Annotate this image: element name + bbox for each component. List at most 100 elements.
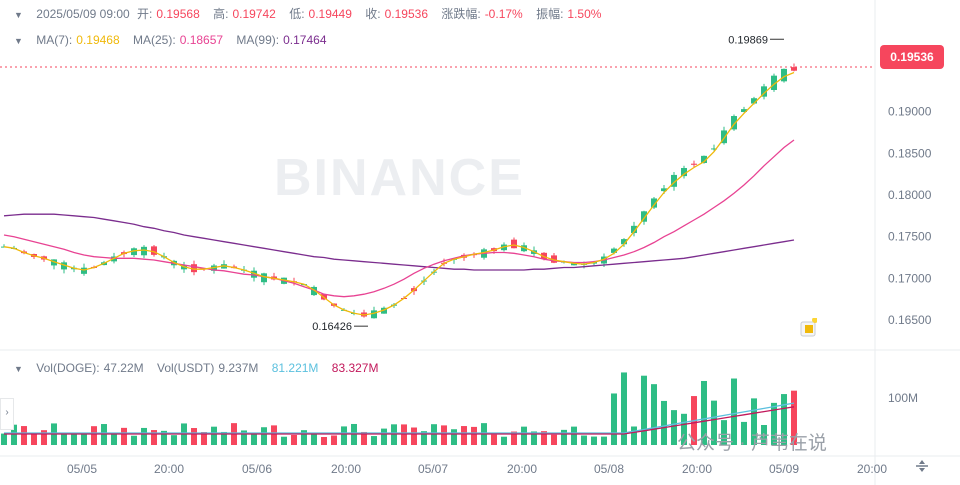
volume-bar bbox=[201, 431, 207, 445]
volume-bar bbox=[491, 434, 497, 445]
volume-bar bbox=[721, 420, 727, 445]
ma25-line bbox=[3, 139, 795, 298]
ma7-line bbox=[3, 71, 795, 316]
candle-body bbox=[791, 67, 797, 71]
vol-doge-value: 47.22M bbox=[103, 361, 144, 375]
volume-bar bbox=[191, 428, 197, 445]
volume-bar bbox=[211, 426, 217, 445]
candle-body bbox=[521, 245, 527, 252]
candle-body bbox=[251, 270, 257, 278]
volume-bar bbox=[501, 436, 507, 445]
vol-ma-a-value: 81.221M bbox=[271, 361, 319, 375]
volume-bar bbox=[81, 433, 87, 445]
price-axis-label: 0.18000 bbox=[888, 188, 932, 202]
time-axis-label: 05/08 bbox=[594, 462, 624, 476]
change-label: 涨跌幅: bbox=[441, 7, 481, 21]
volume-bar bbox=[331, 435, 337, 445]
volume-bar bbox=[581, 435, 587, 445]
price-axis-label: 0.16500 bbox=[888, 313, 932, 327]
volume-bar bbox=[651, 384, 657, 445]
calendar-icon[interactable] bbox=[799, 318, 817, 338]
ma25-value: 0.18657 bbox=[179, 33, 224, 47]
expand-left-button[interactable]: › bbox=[0, 398, 14, 430]
volume-bar bbox=[381, 428, 387, 445]
volume-bar bbox=[341, 426, 347, 445]
volume-bar bbox=[321, 436, 327, 445]
volume-bar bbox=[281, 436, 287, 445]
volume-bar bbox=[241, 430, 247, 445]
candle-body bbox=[661, 188, 667, 192]
candle-body bbox=[511, 239, 517, 249]
ohlc-header: ▼ 2025/05/09 09:00 开: 0.19568 高: 0.19742 低… bbox=[14, 5, 611, 22]
volume-bar bbox=[1, 433, 7, 445]
volume-bar bbox=[611, 393, 617, 445]
volume-bar bbox=[571, 426, 577, 445]
time-axis-label: 20:00 bbox=[331, 462, 361, 476]
volume-bar bbox=[401, 424, 407, 445]
candle-body bbox=[721, 130, 727, 144]
time-axis-label: 05/05 bbox=[67, 462, 97, 476]
volume-bar bbox=[531, 431, 537, 445]
ma25-label: MA(25): bbox=[133, 33, 176, 47]
volume-ma-line bbox=[4, 406, 795, 435]
chevron-down-icon[interactable]: ▼ bbox=[14, 10, 23, 20]
volume-bar bbox=[111, 433, 117, 445]
candle-body bbox=[781, 68, 787, 82]
chevron-down-icon[interactable]: ▼ bbox=[14, 36, 23, 46]
volume-bar bbox=[141, 427, 147, 445]
ma99-line bbox=[3, 213, 795, 271]
volume-bar bbox=[591, 436, 597, 445]
volume-bar bbox=[631, 426, 637, 445]
candle-body bbox=[151, 246, 157, 255]
reset-zoom-icon[interactable] bbox=[914, 458, 930, 474]
low-value: 0.19449 bbox=[308, 7, 352, 21]
volume-bar bbox=[601, 436, 607, 445]
candle-date: 2025/05/09 09:00 bbox=[36, 7, 130, 21]
candle-body bbox=[631, 225, 637, 234]
open-value: 0.19568 bbox=[156, 7, 200, 21]
volume-bar bbox=[711, 400, 717, 445]
candle-body bbox=[751, 98, 757, 104]
ma99-label: MA(99): bbox=[236, 33, 280, 47]
candle-body bbox=[711, 148, 717, 150]
volume-bar bbox=[411, 427, 417, 445]
volume-bar bbox=[161, 430, 167, 445]
vol-ma-b-value: 83.327M bbox=[331, 361, 379, 375]
volume-bar bbox=[681, 413, 687, 445]
open-label: 开: bbox=[137, 7, 153, 21]
candle-body bbox=[621, 239, 627, 245]
volume-bar bbox=[41, 430, 47, 445]
candle-body bbox=[611, 248, 617, 253]
time-axis-label: 05/09 bbox=[769, 462, 799, 476]
volume-bar bbox=[791, 390, 797, 445]
ma7-value: 0.19468 bbox=[76, 33, 120, 47]
volume-bar bbox=[441, 425, 447, 445]
time-axis-label: 05/06 bbox=[242, 462, 272, 476]
candle-body bbox=[771, 75, 777, 90]
time-axis-label: 20:00 bbox=[507, 462, 537, 476]
volume-bar bbox=[21, 426, 27, 445]
current-price-tag: 0.19536 bbox=[880, 45, 944, 69]
credit-text: 公众号 · 芦苇在说 bbox=[677, 433, 827, 454]
candle-body bbox=[81, 267, 87, 274]
candle-body bbox=[691, 163, 697, 165]
candle-body bbox=[381, 307, 387, 314]
volume-axis-label: 100M bbox=[888, 391, 918, 405]
ma7-label: MA(7): bbox=[36, 33, 73, 47]
high-value: 0.19742 bbox=[232, 7, 276, 21]
ma-legend: ▼ MA(7): 0.19468 MA(25): 0.18657 MA(99): 0.… bbox=[14, 33, 327, 47]
volume-bar bbox=[561, 429, 567, 445]
volume-bar bbox=[471, 426, 477, 445]
candle-body bbox=[671, 174, 677, 187]
candle-body bbox=[741, 109, 747, 113]
candle-body bbox=[761, 86, 767, 97]
time-axis-label: 20:00 bbox=[154, 462, 184, 476]
binance-watermark: BINANCE bbox=[274, 149, 525, 207]
volume-bar bbox=[91, 426, 97, 445]
volume-bar bbox=[741, 421, 747, 445]
chevron-down-icon[interactable]: ▼ bbox=[14, 364, 23, 374]
high-label: 高: bbox=[213, 7, 229, 21]
volume-bar bbox=[121, 427, 127, 445]
change-value: -0.17% bbox=[484, 7, 523, 21]
